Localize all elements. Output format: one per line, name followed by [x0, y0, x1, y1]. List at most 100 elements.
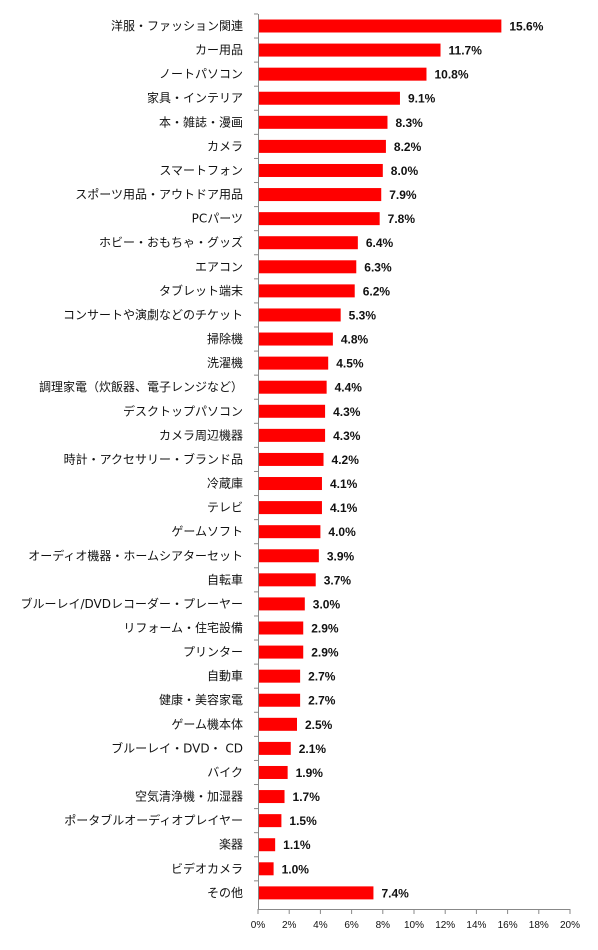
- category-label: 本・雑誌・漫画: [159, 114, 243, 129]
- x-tick-label: 20%: [560, 920, 580, 931]
- value-label: 4.0%: [328, 525, 356, 539]
- category-label: プリンター: [183, 645, 243, 659]
- category-label: 洗濯機: [207, 355, 243, 370]
- bar: [258, 645, 304, 659]
- x-tick-label: 18%: [529, 920, 549, 931]
- x-tick-label: 16%: [498, 920, 518, 931]
- value-label: 2.9%: [311, 646, 339, 660]
- category-label: ビデオカメラ: [171, 861, 243, 876]
- value-label: 4.5%: [336, 357, 364, 371]
- category-label: タブレット端末: [159, 283, 243, 298]
- x-tick-label: 10%: [404, 920, 424, 931]
- category-label: ゲーム機本体: [171, 716, 243, 731]
- bar: [258, 19, 502, 33]
- value-label: 8.3%: [395, 116, 423, 130]
- category-label: ポータブルオーディオプレイヤー: [64, 813, 243, 828]
- bar: [258, 163, 383, 177]
- value-label: 4.1%: [330, 477, 358, 491]
- value-label: 9.1%: [408, 92, 436, 106]
- x-tick-label: 4%: [313, 920, 328, 931]
- category-label: 自動車: [207, 669, 243, 683]
- value-label: 6.3%: [364, 260, 392, 274]
- bar: [258, 838, 276, 852]
- value-label: 10.8%: [434, 68, 468, 82]
- value-label: 6.4%: [366, 236, 394, 250]
- category-label: カー用品: [195, 43, 243, 57]
- bar: [258, 308, 341, 322]
- category-label: リフォーム・住宅設備: [123, 620, 243, 635]
- bar: [258, 862, 274, 876]
- bar: [258, 549, 319, 563]
- value-label: 15.6%: [509, 20, 543, 34]
- category-label: 時計・アクセサリー・ブランド品: [64, 451, 243, 466]
- category-label: カメラ周辺機器: [159, 427, 243, 442]
- x-tick-label: 0%: [251, 920, 266, 931]
- value-label: 5.3%: [349, 308, 377, 322]
- value-label: 11.7%: [449, 44, 483, 58]
- value-label: 8.0%: [391, 164, 419, 178]
- category-label: コンサートや演劇などのチケット: [63, 307, 243, 322]
- value-label: 2.1%: [299, 742, 327, 756]
- category-label: 冷蔵庫: [207, 477, 243, 491]
- value-label: 4.2%: [332, 453, 360, 467]
- bar: [258, 67, 427, 81]
- x-tick-label: 14%: [466, 920, 486, 931]
- category-label: その他: [207, 886, 243, 900]
- bar: [258, 236, 358, 250]
- bar: [258, 525, 321, 539]
- value-label: 7.4%: [381, 886, 409, 900]
- value-label: 1.0%: [282, 862, 310, 876]
- category-label: バイク: [207, 765, 243, 779]
- bar: [258, 284, 355, 298]
- value-label: 8.2%: [394, 140, 422, 154]
- category-labels: 洋服・ファッション関連カー用品ノートパソコン家具・インテリア本・雑誌・漫画カメラ…: [20, 18, 243, 900]
- bar: [258, 669, 301, 683]
- bar: [258, 573, 316, 587]
- bar: [258, 886, 374, 900]
- category-label: スポーツ用品・アウトドア用品: [75, 188, 243, 202]
- bar: [258, 741, 291, 755]
- bar: [258, 501, 322, 515]
- category-label: カメラ: [207, 139, 243, 153]
- category-label: オーディオ機器・ホームシアターセット: [28, 548, 243, 563]
- value-label: 3.7%: [324, 573, 352, 587]
- category-label: スマートフォン: [159, 163, 243, 177]
- value-label: 2.7%: [308, 670, 336, 684]
- bar: [258, 212, 380, 226]
- category-label: ブルーレイ/DVDレコーダー・プレーヤー: [20, 596, 243, 611]
- category-label: 家具・インテリア: [147, 90, 243, 105]
- bar: [258, 404, 326, 418]
- bar: [258, 91, 400, 105]
- value-label: 6.2%: [363, 284, 391, 298]
- bar: [258, 428, 326, 442]
- x-tick-label: 8%: [376, 920, 391, 931]
- value-label: 1.1%: [283, 838, 311, 852]
- bar: [258, 115, 388, 129]
- bar: [258, 43, 441, 57]
- bar: [258, 814, 282, 828]
- bar: [258, 717, 297, 731]
- category-label: ブルーレイ・DVD・ CD: [111, 740, 243, 755]
- value-label: 2.7%: [308, 694, 336, 708]
- bar: [258, 356, 329, 370]
- axes: [254, 13, 571, 914]
- category-label: 楽器: [219, 838, 243, 852]
- category-label: PCパーツ: [192, 212, 243, 226]
- bars-layer: [258, 19, 502, 900]
- value-label: 7.9%: [389, 188, 417, 202]
- bar: [258, 452, 324, 466]
- bar: [258, 693, 301, 707]
- value-label: 4.1%: [330, 501, 358, 515]
- value-label: 1.5%: [289, 814, 317, 828]
- value-label: 2.9%: [311, 622, 339, 636]
- category-label: デスクトップパソコン: [123, 403, 243, 418]
- bar: [258, 260, 357, 274]
- bar: [258, 332, 333, 346]
- category-label: 健康・美容家電: [159, 692, 243, 707]
- bar: [258, 765, 288, 779]
- bar: [258, 380, 327, 394]
- value-label: 7.8%: [388, 212, 416, 226]
- bar: [258, 790, 285, 804]
- value-label: 2.5%: [305, 718, 333, 732]
